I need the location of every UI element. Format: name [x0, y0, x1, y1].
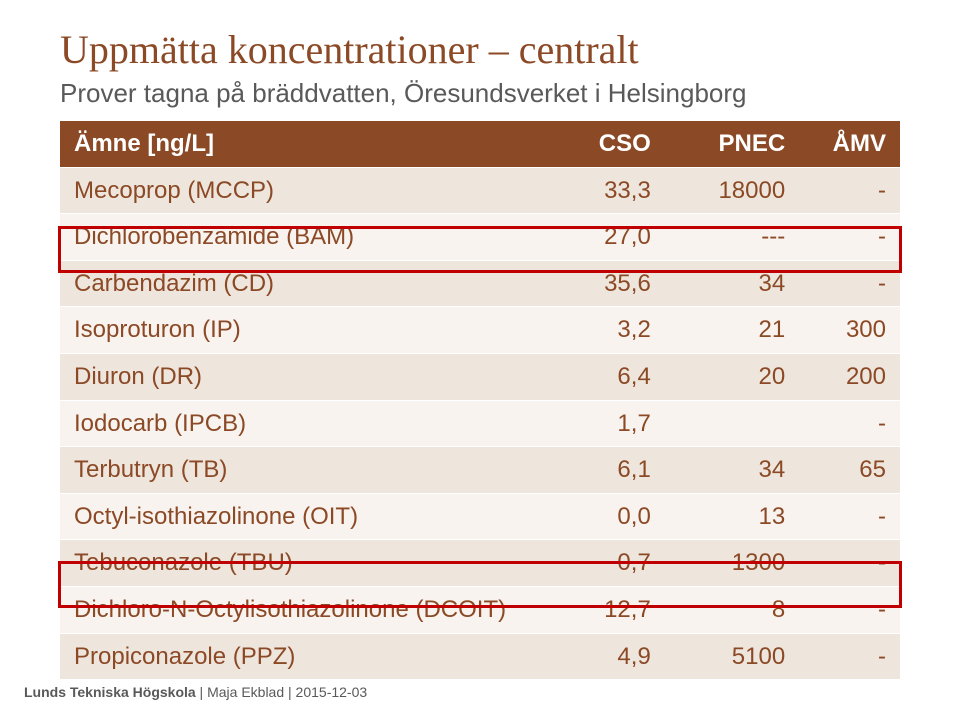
cell-name: Octyl-isothiazolinone (OIT) [60, 493, 547, 540]
cell-amv: - [799, 260, 900, 307]
cell-name: Carbendazim (CD) [60, 260, 547, 307]
footer-text: Lunds Tekniska Högskola | Maja Ekblad | … [24, 684, 367, 700]
table-row: Octyl-isothiazolinone (OIT)0,013- [60, 493, 900, 540]
cell-pnec: 34 [665, 447, 799, 494]
cell-name: Iodocarb (IPCB) [60, 400, 547, 447]
cell-pnec: 34 [665, 260, 799, 307]
cell-cso: 6,4 [547, 353, 665, 400]
cell-name: Terbutryn (TB) [60, 447, 547, 494]
cell-cso: 12,7 [547, 586, 665, 633]
table-row: Mecoprop (MCCP)33,318000- [60, 167, 900, 214]
table-row: Iodocarb (IPCB)1,7 - [60, 400, 900, 447]
cell-pnec: --- [665, 214, 799, 261]
cell-pnec: 5100 [665, 633, 799, 680]
cell-name: Tebuconazole (TBU) [60, 540, 547, 587]
col-header-name: Ämne [ng/L] [60, 121, 547, 167]
cell-pnec: 20 [665, 353, 799, 400]
table-header-row: Ämne [ng/L] CSO PNEC ÅMV [60, 121, 900, 167]
footer-meta: | Maja Ekblad | 2015-12-03 [196, 684, 368, 700]
cell-cso: 33,3 [547, 167, 665, 214]
slide-title: Uppmätta koncentrationer – centralt [60, 28, 900, 72]
col-header-cso: CSO [547, 121, 665, 167]
data-table: Ämne [ng/L] CSO PNEC ÅMV Mecoprop (MCCP)… [60, 121, 900, 680]
col-header-pnec: PNEC [665, 121, 799, 167]
cell-cso: 3,2 [547, 307, 665, 354]
cell-amv: 200 [799, 353, 900, 400]
table-row: Terbutryn (TB)6,13465 [60, 447, 900, 494]
table-row: Tebuconazole (TBU)0,71300- [60, 540, 900, 587]
cell-cso: 0,7 [547, 540, 665, 587]
cell-amv: 65 [799, 447, 900, 494]
cell-name: Mecoprop (MCCP) [60, 167, 547, 214]
cell-amv: - [799, 586, 900, 633]
cell-pnec: 1300 [665, 540, 799, 587]
cell-pnec [665, 400, 799, 447]
slide: Uppmätta koncentrationer – centralt Prov… [0, 0, 960, 714]
cell-pnec: 18000 [665, 167, 799, 214]
cell-amv: - [799, 540, 900, 587]
cell-name: Dichloro-N-Octylisothiazolinone (DCOIT) [60, 586, 547, 633]
cell-name: Isoproturon (IP) [60, 307, 547, 354]
cell-amv: - [799, 633, 900, 680]
table-row: Dichloro-N-Octylisothiazolinone (DCOIT)1… [60, 586, 900, 633]
cell-pnec: 21 [665, 307, 799, 354]
cell-amv: - [799, 167, 900, 214]
cell-pnec: 8 [665, 586, 799, 633]
cell-cso: 1,7 [547, 400, 665, 447]
table-row: Diuron (DR)6,420200 [60, 353, 900, 400]
footer-org: Lunds Tekniska Högskola [24, 684, 196, 700]
slide-subtitle: Prover tagna på bräddvatten, Öresundsver… [60, 78, 900, 109]
col-header-amv: ÅMV [799, 121, 900, 167]
cell-cso: 0,0 [547, 493, 665, 540]
cell-amv: - [799, 493, 900, 540]
table-row: Dichlorobenzamide (BAM)27,0---- [60, 214, 900, 261]
cell-amv: 300 [799, 307, 900, 354]
cell-cso: 27,0 [547, 214, 665, 261]
cell-cso: 4,9 [547, 633, 665, 680]
cell-amv: - [799, 400, 900, 447]
cell-pnec: 13 [665, 493, 799, 540]
table-row: Carbendazim (CD)35,634- [60, 260, 900, 307]
table-row: Propiconazole (PPZ)4,95100- [60, 633, 900, 680]
cell-name: Propiconazole (PPZ) [60, 633, 547, 680]
cell-cso: 35,6 [547, 260, 665, 307]
cell-name: Diuron (DR) [60, 353, 547, 400]
table-row: Isoproturon (IP)3,221300 [60, 307, 900, 354]
cell-amv: - [799, 214, 900, 261]
cell-name: Dichlorobenzamide (BAM) [60, 214, 547, 261]
cell-cso: 6,1 [547, 447, 665, 494]
